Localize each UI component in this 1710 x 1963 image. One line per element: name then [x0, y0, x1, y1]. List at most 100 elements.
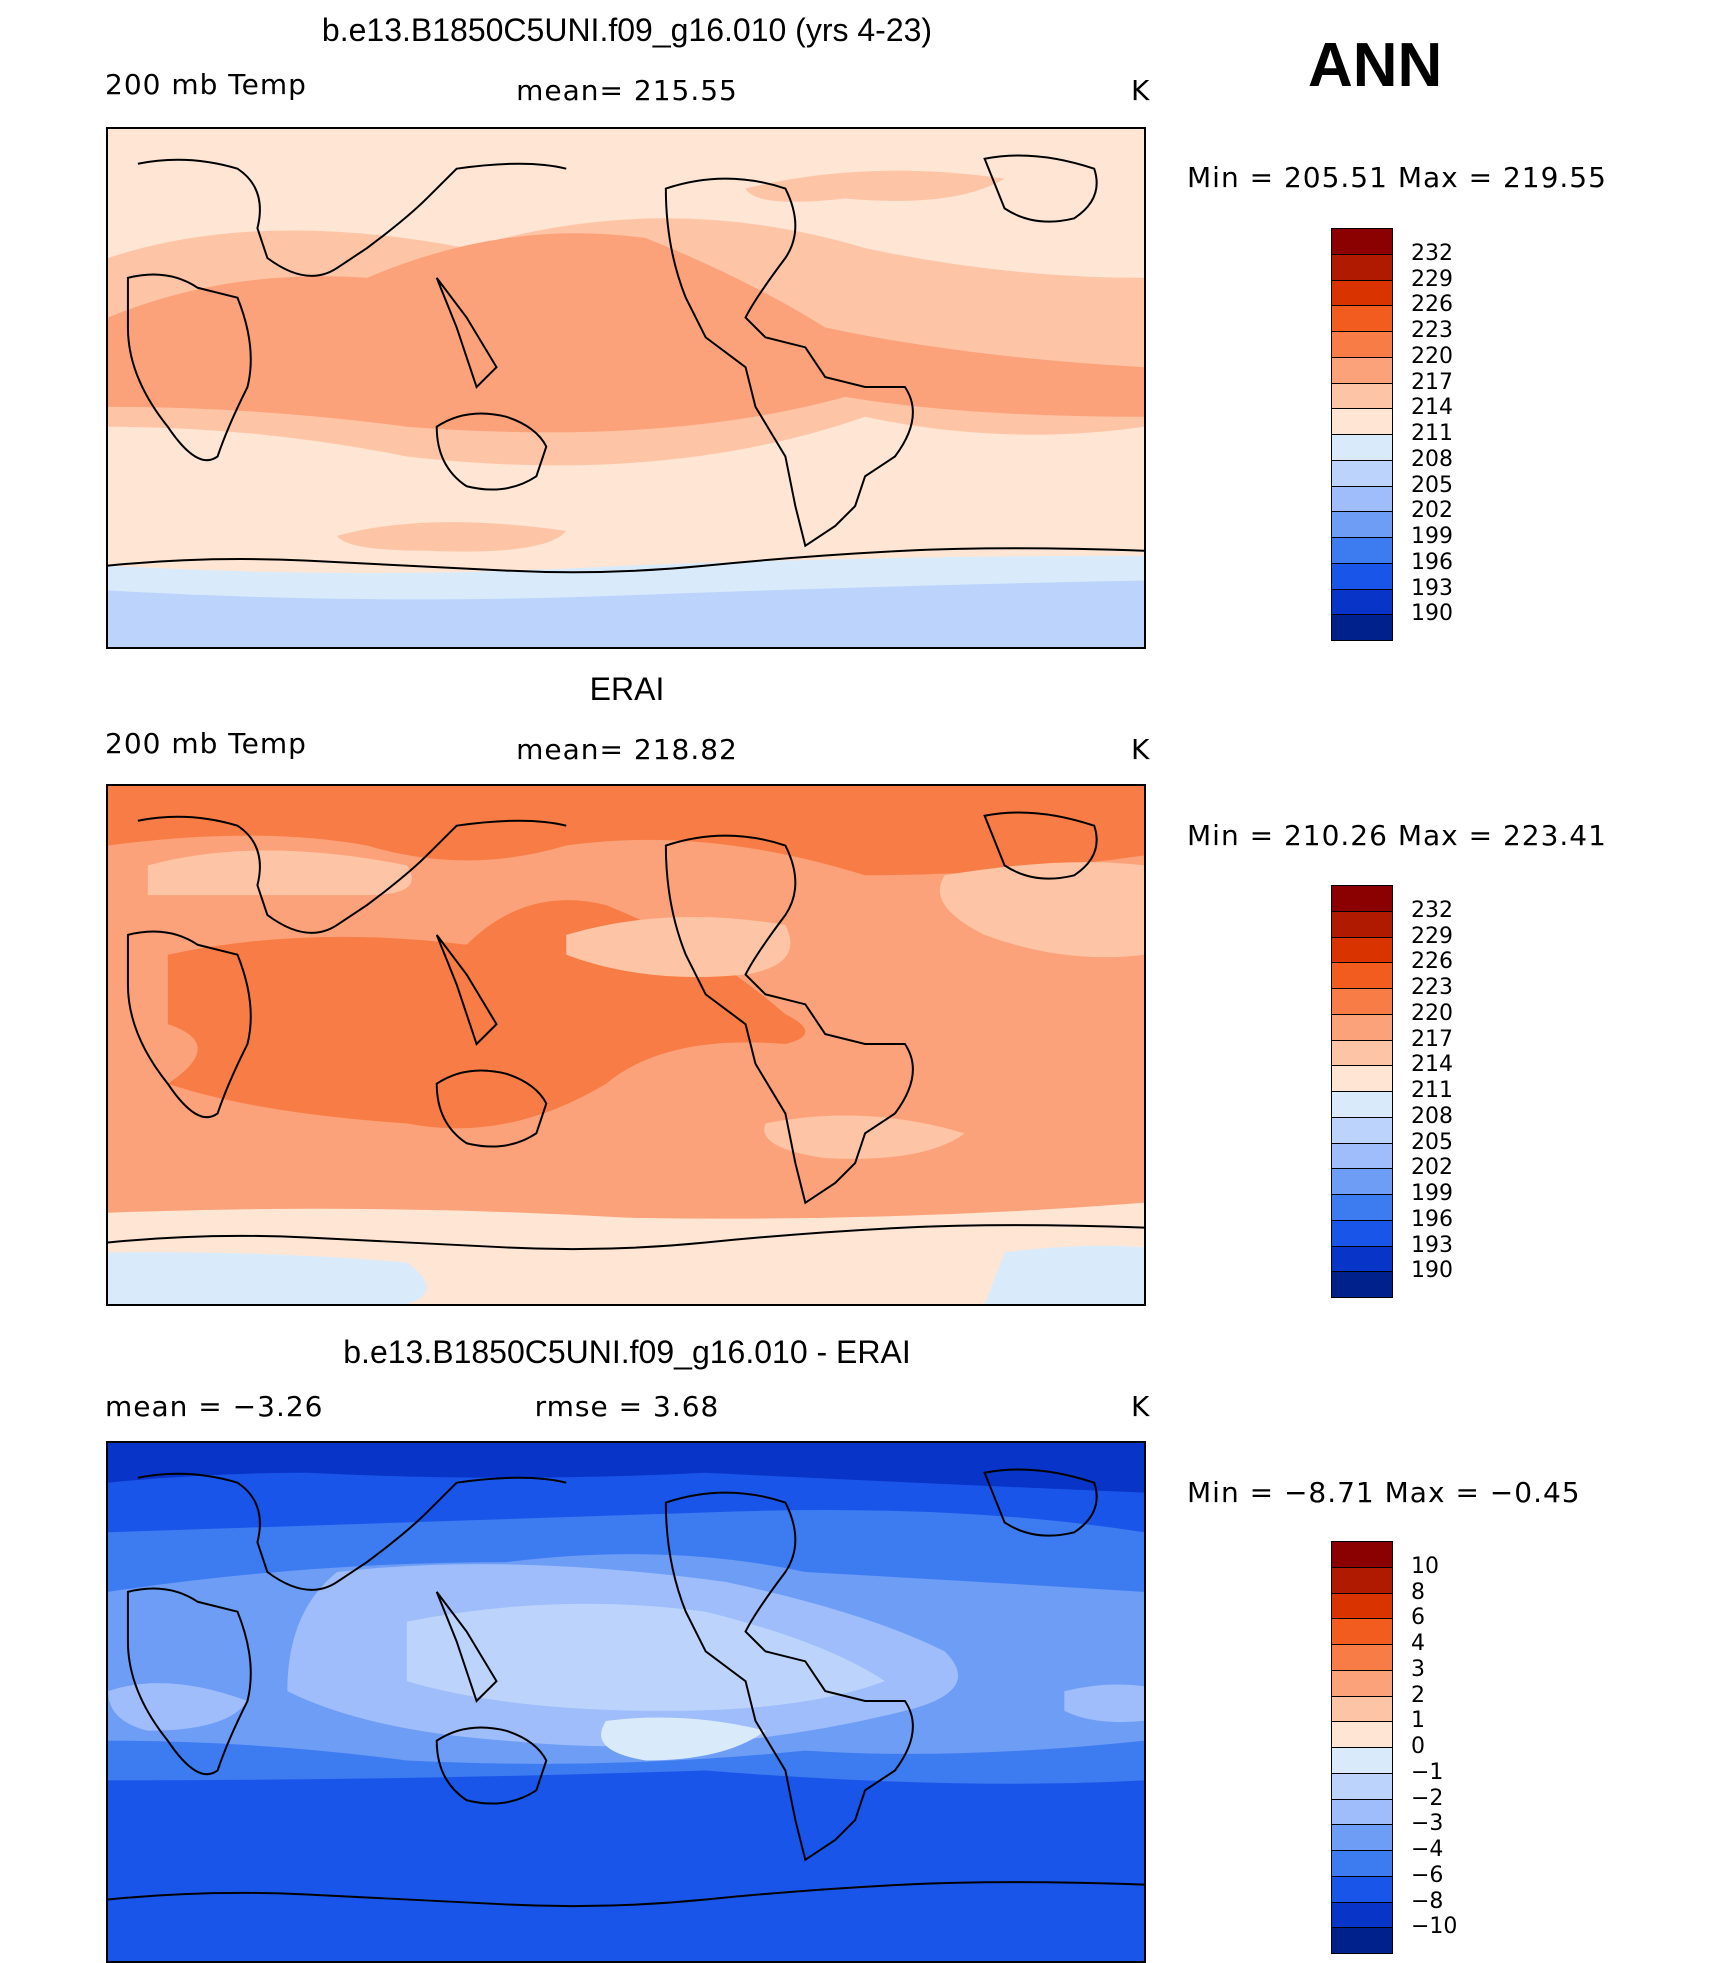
colorbar-swatch	[1331, 305, 1393, 332]
cool-blob-pacific	[566, 916, 791, 978]
colorbar-tick-label: 208	[1411, 446, 1453, 472]
colorbar-tick-label: 193	[1411, 575, 1453, 601]
colorbar-swatch	[1331, 228, 1393, 255]
colorbar-tick-label: 196	[1411, 1206, 1453, 1232]
colorbar-swatch	[1331, 1566, 1393, 1594]
colorbar-tick-label: 229	[1411, 266, 1453, 292]
panel-3-center-label: rmse = 3.68	[534, 1390, 720, 1423]
colorbar-tick-label: 205	[1411, 472, 1453, 498]
colorbar-tick-label: 211	[1411, 421, 1453, 446]
colorbar-tick-label: −1	[1411, 1759, 1444, 1785]
coastlines	[108, 1468, 1144, 1908]
colorbar-swatch	[1331, 1116, 1393, 1144]
panel-3-title: b.e13.B1850C5UNI.f09_g16.010 - ERAI	[343, 1334, 911, 1370]
colorbar-swatch	[1331, 1219, 1393, 1247]
colorbar-swatch	[1331, 1271, 1393, 1298]
colorbar-tick-label: 190	[1411, 601, 1453, 627]
colorbar-swatch	[1331, 279, 1393, 307]
colorbar-tick-label: 10	[1411, 1553, 1439, 1579]
colorbar-tick-label: 6	[1411, 1605, 1425, 1631]
colorbar-swatch	[1331, 1721, 1393, 1748]
colorbar-swatch	[1331, 1850, 1393, 1877]
colorbar-swatch	[1331, 562, 1393, 590]
colorbar-swatch	[1331, 459, 1393, 487]
colorbar-tick-label: 226	[1411, 949, 1453, 975]
colorbar-swatch	[1331, 1541, 1393, 1568]
colorbar-swatch	[1331, 1669, 1393, 1697]
colorbar-tick-label: 214	[1411, 395, 1453, 421]
cool-blob-asia	[147, 850, 412, 896]
colorbar-tick-label: 1	[1411, 1708, 1425, 1734]
colorbar-swatch	[1331, 511, 1393, 538]
colorbar-tick-label: 199	[1411, 1181, 1453, 1206]
colorbar-tick-label: 0	[1411, 1734, 1425, 1759]
colorbar-tick-label: −6	[1411, 1862, 1444, 1888]
colorbar-swatch	[1331, 253, 1393, 281]
colorbar-swatch	[1331, 962, 1393, 989]
colorbar-swatch	[1331, 1039, 1393, 1067]
panel-3-colorbar: 10 8 6 4 3 2 1 0 −1 −2 −3 −4 −6 −8 −10	[1331, 1541, 1457, 1954]
panel-3-range: Min = −8.71 Max = −0.45	[1187, 1476, 1581, 1509]
colorbar-swatch	[1331, 1592, 1393, 1620]
colorbar-swatch	[1331, 1618, 1393, 1645]
panel-1-map	[106, 127, 1146, 649]
colorbar-tick-label: 229	[1411, 923, 1453, 949]
colorbar-swatch	[1331, 885, 1393, 912]
colorbar-swatch	[1331, 1695, 1393, 1723]
colorbar-swatch	[1331, 988, 1393, 1015]
colorbar-swatch	[1331, 1747, 1393, 1774]
panel-2-left-label: 200 mb Temp	[105, 727, 307, 760]
cold-band-south	[108, 1252, 427, 1304]
panel-2-map	[106, 784, 1146, 1306]
colorbar-swatch	[1331, 1194, 1393, 1221]
colorbar-tick-label: 232	[1411, 897, 1453, 923]
colorbar-tick-label: 217	[1411, 369, 1453, 395]
colorbar-swatch	[1331, 1824, 1393, 1851]
cold-band-south-east	[984, 1245, 1144, 1304]
colorbar-tick-label: 4	[1411, 1631, 1425, 1656]
warm-blob-northam	[745, 170, 1005, 202]
colorbar-tick-label: 226	[1411, 292, 1453, 318]
panel-2-units: K	[1131, 733, 1151, 766]
warm-band-north	[108, 786, 1144, 876]
colorbar-tick-label: 217	[1411, 1026, 1453, 1052]
panel-1-units: K	[1131, 74, 1151, 107]
panel-2-center-label: mean= 218.82	[516, 733, 738, 766]
panel-1-left-label: 200 mb Temp	[105, 68, 307, 101]
colorbar-tick-label: 193	[1411, 1232, 1453, 1258]
blob-africa	[108, 1683, 248, 1731]
colorbar-tick-label: 220	[1411, 1000, 1453, 1026]
panel-1-center-label: mean= 215.55	[516, 74, 738, 107]
colorbar-swatch	[1331, 1875, 1393, 1903]
panel-1-title: b.e13.B1850C5UNI.f09_g16.010 (yrs 4-23)	[321, 12, 933, 48]
season-label: ANN	[1308, 31, 1443, 100]
panel-3-left-label: mean = −3.26	[105, 1390, 324, 1423]
colorbar-tick-label: −8	[1411, 1888, 1444, 1914]
colorbar-tick-label: 199	[1411, 524, 1453, 549]
colorbar-tick-label: 205	[1411, 1129, 1453, 1155]
colorbar-tick-label: 214	[1411, 1052, 1453, 1078]
colorbar-swatch	[1331, 910, 1393, 938]
band-north-darkest	[108, 1443, 1144, 1493]
cool-blob-atlantic	[939, 862, 1144, 958]
colorbar-tick-label: 202	[1411, 1155, 1453, 1181]
colorbar-swatch	[1331, 1644, 1393, 1671]
warm-band-220	[108, 233, 1144, 433]
colorbar-swatch	[1331, 1142, 1393, 1170]
colorbar-tick-label: 232	[1411, 240, 1453, 266]
colorbar-tick-label: 208	[1411, 1103, 1453, 1129]
colorbar-tick-label: 196	[1411, 549, 1453, 575]
band-minus1-light	[406, 1603, 885, 1711]
blob-atlantic	[1064, 1684, 1144, 1723]
colorbar-swatch	[1331, 1245, 1393, 1273]
colorbar-swatch	[1331, 1798, 1393, 1826]
colorbar-swatch	[1331, 1013, 1393, 1041]
colorbar-swatch	[1331, 485, 1393, 513]
panel-2-range: Min = 210.26 Max = 223.41	[1187, 819, 1607, 852]
colorbar-swatch	[1331, 408, 1393, 435]
colorbar-tick-label: 223	[1411, 975, 1453, 1000]
colorbar-swatch	[1331, 356, 1393, 384]
colorbar-swatch	[1331, 382, 1393, 410]
colorbar-tick-label: −10	[1411, 1914, 1458, 1940]
colorbar-swatch	[1331, 1927, 1393, 1954]
